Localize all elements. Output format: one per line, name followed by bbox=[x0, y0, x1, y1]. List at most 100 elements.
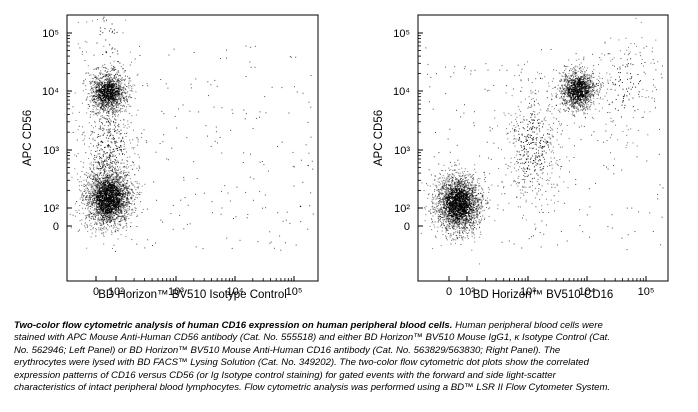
scatter-point bbox=[116, 218, 118, 220]
scatter-point bbox=[107, 213, 109, 215]
scatter-point bbox=[125, 171, 127, 173]
scatter-point bbox=[93, 174, 95, 176]
scatter-point bbox=[94, 82, 96, 84]
scatter-point bbox=[108, 111, 110, 113]
scatter-point bbox=[126, 92, 128, 94]
scatter-point bbox=[102, 180, 104, 182]
scatter-point bbox=[122, 200, 124, 202]
scatter-point bbox=[107, 201, 109, 202]
scatter-point bbox=[107, 181, 109, 183]
scatter-points-left bbox=[69, 16, 314, 252]
scatter-point bbox=[101, 186, 103, 188]
scatter-point bbox=[127, 171, 129, 173]
scatter-point bbox=[88, 215, 90, 217]
scatter-point bbox=[104, 88, 106, 90]
scatter-point bbox=[118, 200, 120, 202]
scatter-point bbox=[105, 98, 107, 100]
scatter-point bbox=[107, 101, 109, 103]
scatter-point bbox=[94, 173, 96, 175]
scatter-point bbox=[126, 99, 128, 100]
scatter-point bbox=[113, 208, 115, 209]
scatter-point bbox=[96, 184, 98, 186]
scatter-point bbox=[132, 209, 134, 211]
scatter-point bbox=[94, 94, 96, 96]
scatter-point bbox=[102, 195, 104, 197]
scatter-point bbox=[105, 170, 107, 172]
scatter-point bbox=[90, 134, 92, 136]
scatter-point bbox=[89, 100, 91, 102]
scatter-point bbox=[103, 210, 105, 212]
scatter-point bbox=[90, 101, 92, 103]
scatter-point bbox=[116, 208, 118, 210]
scatter-point bbox=[101, 92, 103, 93]
scatter-point bbox=[101, 104, 103, 106]
scatter-point bbox=[259, 111, 261, 113]
scatter-point bbox=[101, 201, 103, 203]
scatter-point bbox=[106, 164, 108, 166]
scatter-point bbox=[121, 203, 122, 205]
scatter-point bbox=[106, 179, 108, 181]
scatter-point bbox=[128, 213, 130, 215]
scatter-point bbox=[93, 87, 95, 89]
scatter-point bbox=[110, 90, 112, 92]
scatter-point bbox=[114, 84, 116, 86]
scatter-point bbox=[70, 227, 72, 229]
scatter-point bbox=[116, 214, 118, 216]
scatter-point bbox=[117, 201, 118, 203]
scatter-point bbox=[95, 81, 97, 83]
scatter-point bbox=[110, 202, 112, 204]
scatter-point bbox=[102, 97, 104, 99]
scatter-point bbox=[214, 140, 216, 142]
scatter-point bbox=[81, 184, 83, 186]
scatter-point bbox=[109, 135, 111, 137]
scatter-point bbox=[99, 90, 101, 92]
scatter-point bbox=[106, 112, 108, 113]
scatter-point bbox=[109, 30, 110, 32]
scatter-point bbox=[114, 104, 116, 106]
scatter-point bbox=[103, 132, 105, 134]
scatter-point bbox=[112, 217, 114, 218]
scatter-point bbox=[90, 218, 92, 220]
scatter-point bbox=[146, 82, 148, 84]
scatter-point bbox=[118, 187, 120, 189]
scatter-point bbox=[104, 165, 106, 167]
scatter-point bbox=[111, 230, 112, 232]
scatter-point bbox=[114, 159, 116, 160]
scatter-point bbox=[90, 206, 92, 207]
scatter-point bbox=[69, 213, 71, 215]
scatter-point bbox=[110, 183, 112, 185]
scatter-point bbox=[112, 181, 114, 183]
scatter-point bbox=[95, 191, 97, 193]
scatter-point bbox=[98, 75, 100, 77]
scatter-point bbox=[98, 199, 100, 201]
scatter-point bbox=[112, 248, 113, 249]
scatter-point bbox=[118, 89, 120, 91]
scatter-point bbox=[106, 82, 108, 84]
scatter-point bbox=[108, 83, 110, 85]
scatter-point bbox=[117, 91, 119, 93]
scatter-point bbox=[106, 163, 108, 165]
scatter-point bbox=[95, 204, 97, 206]
scatter-point bbox=[302, 181, 304, 183]
scatter-point bbox=[86, 217, 88, 219]
scatter-point bbox=[114, 166, 116, 168]
scatter-point bbox=[136, 192, 138, 193]
scatter-point bbox=[94, 102, 96, 104]
scatter-point bbox=[107, 224, 108, 225]
scatter-point bbox=[186, 137, 188, 139]
scatter-point bbox=[106, 103, 108, 105]
scatter-point bbox=[101, 163, 103, 165]
scatter-point bbox=[99, 193, 101, 195]
scatter-point bbox=[106, 97, 108, 99]
scatter-point bbox=[92, 78, 94, 80]
scatter-point bbox=[102, 105, 104, 107]
scatter-point bbox=[106, 174, 108, 176]
scatter-point bbox=[85, 215, 87, 217]
scatter-point bbox=[305, 144, 307, 146]
scatter-point bbox=[115, 169, 117, 171]
scatter-point bbox=[119, 85, 120, 87]
scatter-point bbox=[91, 201, 93, 203]
scatter-point bbox=[123, 218, 125, 220]
scatter-point bbox=[98, 104, 100, 106]
scatter-point bbox=[128, 194, 130, 196]
